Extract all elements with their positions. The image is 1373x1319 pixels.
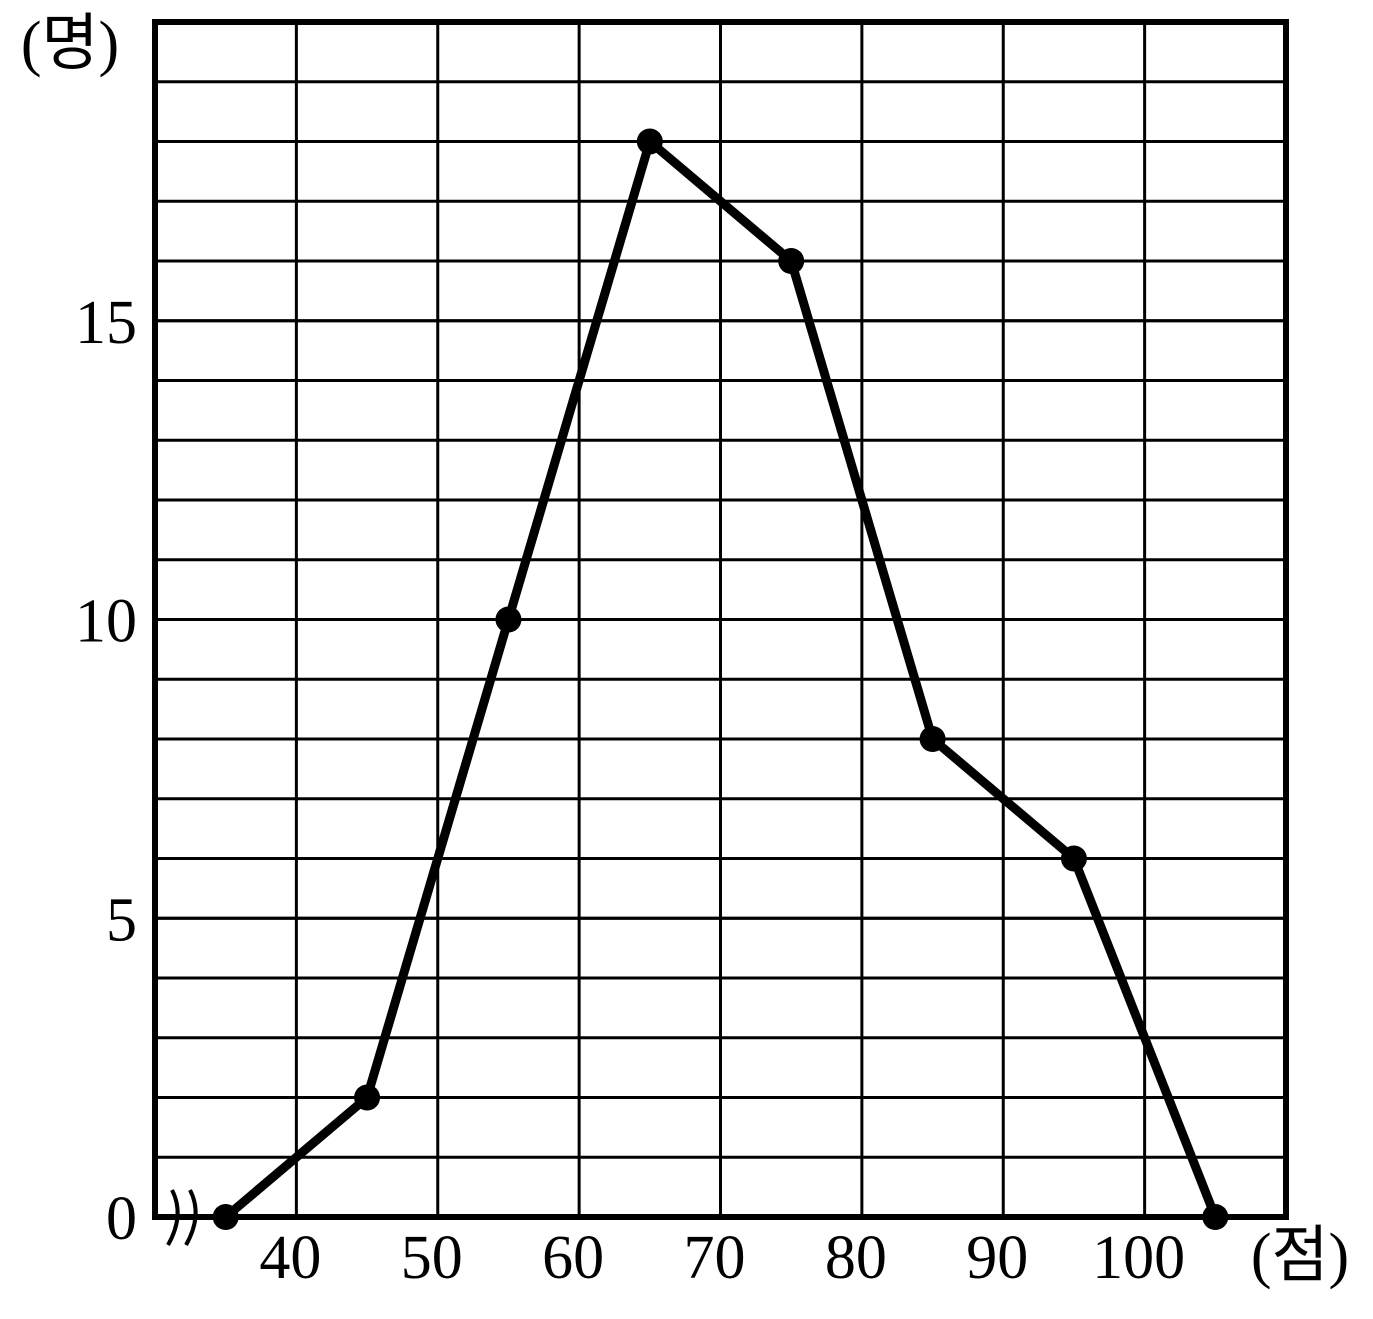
x-tick-label: 50 xyxy=(401,1224,463,1292)
x-tick-label: 80 xyxy=(825,1224,887,1292)
x-tick-label: 90 xyxy=(966,1224,1028,1292)
y-tick-label: 15 xyxy=(75,289,137,357)
axis-break xyxy=(166,1189,198,1246)
x-tick-label: 40 xyxy=(259,1224,321,1292)
y-tick-label: 10 xyxy=(75,588,137,656)
plot-frame xyxy=(152,19,1289,1220)
data-point xyxy=(354,1084,381,1111)
data-point xyxy=(495,606,522,633)
data-point xyxy=(1202,1204,1229,1230)
x-axis-label: (점) xyxy=(1251,1222,1349,1290)
data-point xyxy=(212,1204,239,1230)
data-point xyxy=(636,128,663,155)
x-tick-label: 70 xyxy=(684,1224,746,1292)
data-line xyxy=(222,137,1220,1221)
data-point xyxy=(919,726,946,752)
y-tick-label: 5 xyxy=(106,886,137,954)
y-tick-label: 0 xyxy=(106,1185,137,1253)
x-tick-label: 60 xyxy=(542,1224,604,1292)
x-tick-label: 100 xyxy=(1092,1224,1185,1292)
data-point xyxy=(1060,845,1087,872)
y-axis-label: (명) xyxy=(21,10,119,78)
data-point xyxy=(778,248,805,274)
